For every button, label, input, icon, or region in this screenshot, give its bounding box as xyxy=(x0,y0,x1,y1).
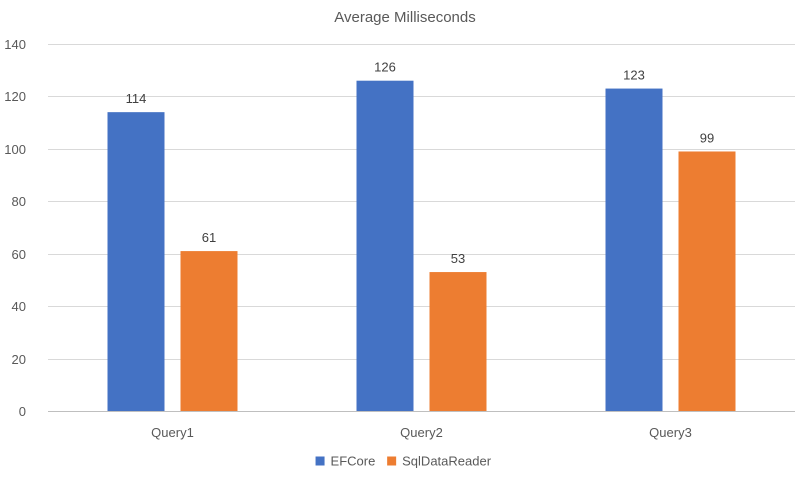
legend: EFCore SqlDataReader xyxy=(315,454,492,469)
legend-swatch-sqldatareader xyxy=(387,456,397,466)
legend-label-efcore: EFCore xyxy=(331,454,376,469)
data-label: 123 xyxy=(623,68,645,83)
y-tick-label: 40 xyxy=(12,299,26,314)
y-tick-label: 80 xyxy=(12,194,26,209)
category-label: Query3 xyxy=(649,425,692,440)
bar-efcore-query1 xyxy=(107,112,165,412)
bar-efcore-query2 xyxy=(356,80,414,411)
bar-efcore-query3 xyxy=(605,88,663,412)
bar-sqldatareader-query1 xyxy=(180,251,238,411)
data-labels: 114 61 126 53 123 99 xyxy=(126,60,715,266)
y-tick-label: 120 xyxy=(4,89,26,104)
category-label: Query2 xyxy=(400,425,443,440)
y-tick-label: 0 xyxy=(19,404,26,419)
legend-swatch-efcore xyxy=(315,456,325,466)
data-label: 61 xyxy=(202,230,216,245)
data-label: 99 xyxy=(700,130,714,145)
chart-title: Average Milliseconds xyxy=(334,9,475,26)
gridlines xyxy=(48,44,795,412)
y-tick-label: 60 xyxy=(12,247,26,262)
bar-sqldatareader-query3 xyxy=(678,151,736,411)
data-label: 114 xyxy=(126,91,147,106)
y-tick-label: 100 xyxy=(4,142,26,157)
legend-label-sqldatareader: SqlDataReader xyxy=(402,454,492,469)
y-tick-label: 140 xyxy=(4,37,26,52)
y-tick-label: 20 xyxy=(12,352,26,367)
category-label: Query1 xyxy=(151,425,194,440)
bars xyxy=(107,80,736,412)
x-axis-category-labels: Query1 Query2 Query3 xyxy=(151,425,692,440)
data-label: 53 xyxy=(451,251,465,266)
bar-sqldatareader-query2 xyxy=(429,272,487,411)
data-label: 126 xyxy=(374,60,396,75)
y-axis-tick-labels: 0 20 40 60 80 100 120 140 xyxy=(4,37,26,419)
